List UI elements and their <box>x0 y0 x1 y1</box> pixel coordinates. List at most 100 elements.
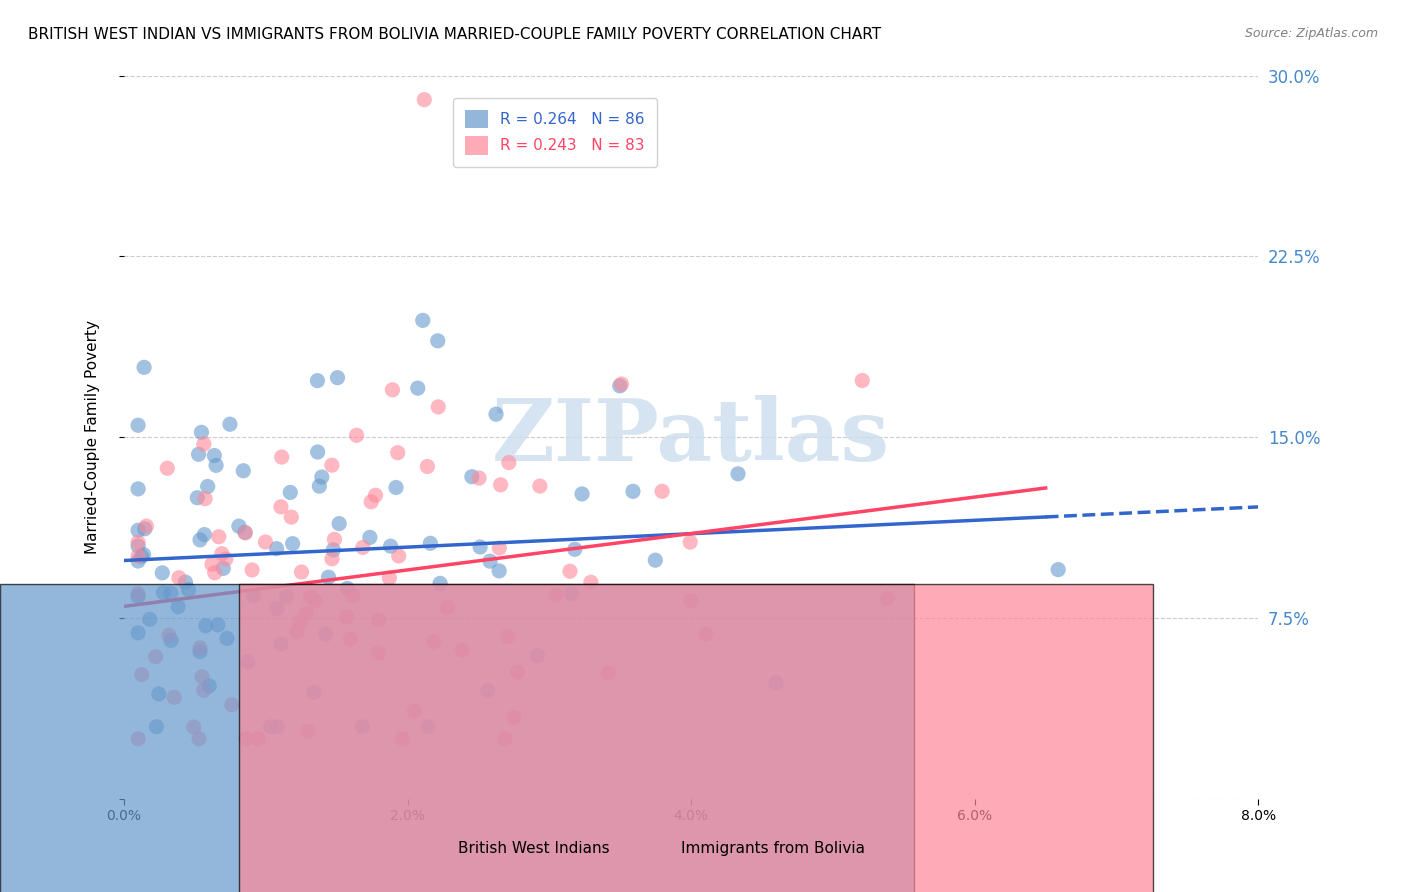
Immigrants from Bolivia <box>381 383 404 397</box>
Immigrants from Bolivia <box>135 519 157 533</box>
British West Indians <box>167 599 190 614</box>
British West Indians <box>198 679 221 693</box>
British West Indians <box>134 522 156 536</box>
British West Indians <box>177 582 200 597</box>
British West Indians <box>416 720 439 734</box>
British West Indians <box>461 469 484 483</box>
British West Indians <box>336 582 359 596</box>
Immigrants from Bolivia <box>288 615 311 629</box>
Immigrants from Bolivia <box>427 400 450 414</box>
Immigrants from Bolivia <box>342 589 364 603</box>
British West Indians <box>186 491 208 505</box>
Immigrants from Bolivia <box>496 629 519 643</box>
Immigrants from Bolivia <box>378 571 401 585</box>
Immigrants from Bolivia <box>387 446 409 460</box>
Immigrants from Bolivia <box>336 610 359 624</box>
British West Indians <box>266 720 288 734</box>
British West Indians <box>194 619 217 633</box>
British West Indians <box>478 554 501 568</box>
British West Indians <box>232 464 254 478</box>
British West Indians <box>468 540 491 554</box>
British West Indians <box>278 485 301 500</box>
British West Indians <box>308 479 330 493</box>
British West Indians <box>644 553 666 567</box>
Immigrants from Bolivia <box>558 564 581 578</box>
British West Indians <box>380 539 402 553</box>
British West Indians <box>307 445 329 459</box>
British West Indians <box>276 590 298 604</box>
Immigrants from Bolivia <box>247 731 270 746</box>
Immigrants from Bolivia <box>416 459 439 474</box>
British West Indians <box>150 566 173 580</box>
British West Indians <box>228 519 250 533</box>
British West Indians <box>311 470 333 484</box>
British West Indians <box>215 632 238 646</box>
British West Indians <box>477 683 499 698</box>
Immigrants from Bolivia <box>235 731 257 746</box>
British West Indians <box>212 561 235 575</box>
British West Indians <box>429 576 451 591</box>
Text: Source: ZipAtlas.com: Source: ZipAtlas.com <box>1244 27 1378 40</box>
Immigrants from Bolivia <box>270 450 292 464</box>
British West Indians <box>1047 563 1070 577</box>
Immigrants from Bolivia <box>297 724 319 739</box>
British West Indians <box>315 627 337 641</box>
British West Indians <box>207 618 229 632</box>
Immigrants from Bolivia <box>163 690 186 705</box>
Immigrants from Bolivia <box>240 563 263 577</box>
Immigrants from Bolivia <box>157 628 180 642</box>
British West Indians <box>302 685 325 699</box>
Immigrants from Bolivia <box>529 479 551 493</box>
British West Indians <box>322 542 344 557</box>
British West Indians <box>127 554 149 568</box>
Immigrants from Bolivia <box>360 495 382 509</box>
British West Indians <box>307 374 329 388</box>
Legend: R = 0.264   N = 86, R = 0.243   N = 83: R = 0.264 N = 86, R = 0.243 N = 83 <box>453 97 657 167</box>
Immigrants from Bolivia <box>183 720 205 734</box>
British West Indians <box>174 575 197 590</box>
British West Indians <box>193 527 215 541</box>
British West Indians <box>242 589 264 603</box>
British West Indians <box>127 418 149 433</box>
British West Indians <box>152 586 174 600</box>
British West Indians <box>127 524 149 538</box>
Immigrants from Bolivia <box>235 525 257 540</box>
Immigrants from Bolivia <box>191 670 214 684</box>
British West Indians <box>412 313 434 327</box>
British West Indians <box>260 720 283 734</box>
Text: British West Indians: British West Indians <box>458 841 610 856</box>
British West Indians <box>127 590 149 604</box>
British West Indians <box>318 570 340 584</box>
British West Indians <box>188 533 211 547</box>
Immigrants from Bolivia <box>323 533 346 547</box>
British West Indians <box>281 536 304 550</box>
Immigrants from Bolivia <box>145 649 167 664</box>
British West Indians <box>145 720 167 734</box>
British West Indians <box>561 586 583 600</box>
Immigrants from Bolivia <box>127 731 149 746</box>
Immigrants from Bolivia <box>254 535 277 549</box>
Immigrants from Bolivia <box>851 374 873 388</box>
British West Indians <box>621 484 644 499</box>
British West Indians <box>127 482 149 496</box>
British West Indians <box>385 480 408 494</box>
Immigrants from Bolivia <box>404 704 426 718</box>
British West Indians <box>127 539 149 553</box>
Immigrants from Bolivia <box>695 627 717 641</box>
Y-axis label: Married-Couple Family Poverty: Married-Couple Family Poverty <box>86 320 100 554</box>
British West Indians <box>609 379 631 393</box>
British West Indians <box>160 586 183 600</box>
Immigrants from Bolivia <box>127 549 149 563</box>
Immigrants from Bolivia <box>610 377 633 392</box>
British West Indians <box>219 417 242 432</box>
British West Indians <box>132 360 155 375</box>
British West Indians <box>205 458 228 473</box>
Immigrants from Bolivia <box>679 593 702 607</box>
Immigrants from Bolivia <box>506 665 529 680</box>
Immigrants from Bolivia <box>367 613 389 627</box>
Immigrants from Bolivia <box>188 640 211 655</box>
British West Indians <box>187 447 209 461</box>
British West Indians <box>352 720 374 734</box>
Immigrants from Bolivia <box>127 586 149 600</box>
Immigrants from Bolivia <box>211 547 233 561</box>
